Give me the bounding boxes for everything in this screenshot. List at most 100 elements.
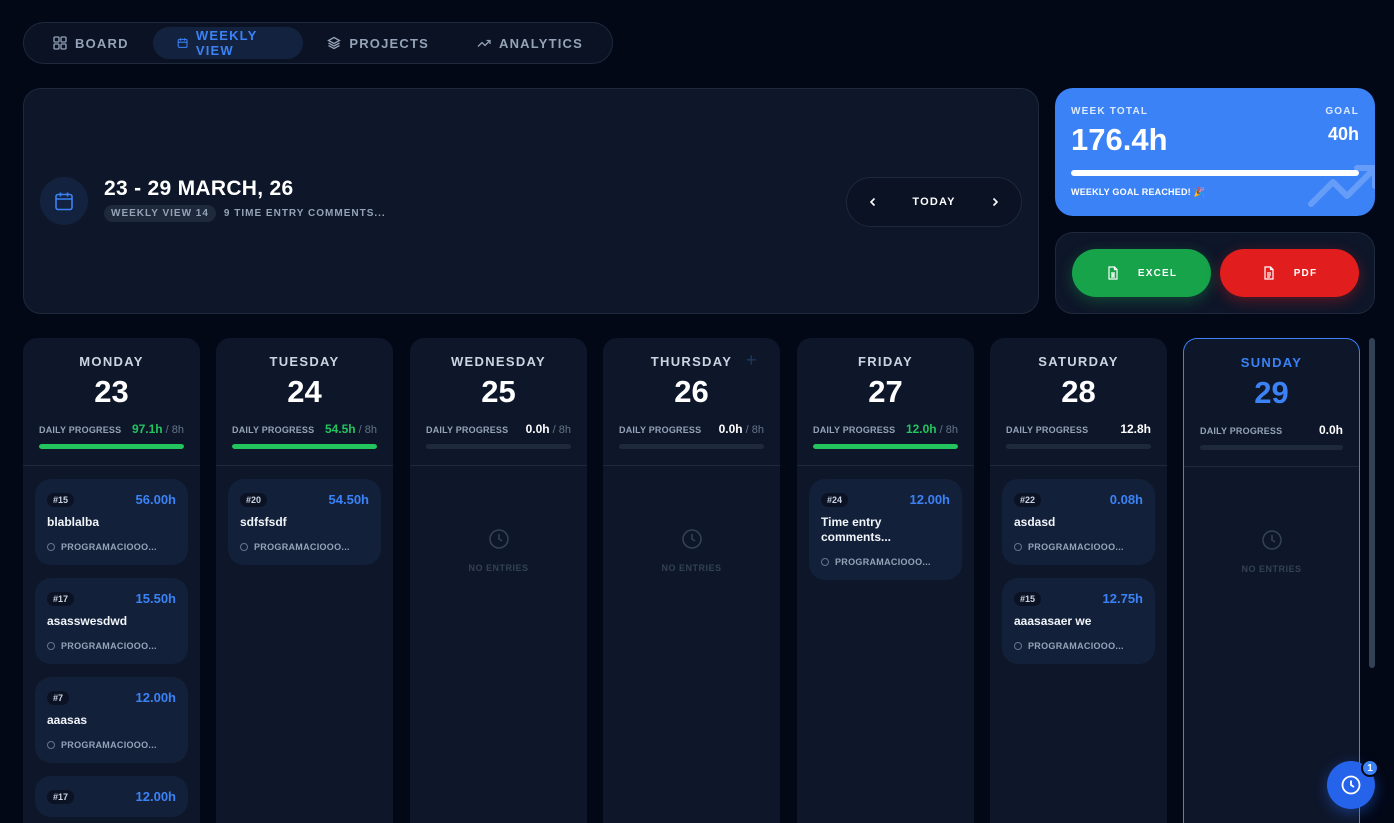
day-name: FRIDAY xyxy=(858,354,913,369)
daily-hours: 0.0h xyxy=(525,422,550,436)
daily-hours: 97.1h xyxy=(131,422,163,436)
export-excel-button[interactable]: EXCEL xyxy=(1072,249,1211,297)
timer-fab-button[interactable]: 1 xyxy=(1327,759,1379,809)
scrollbar[interactable] xyxy=(1369,338,1375,668)
target-icon xyxy=(1014,642,1022,650)
entry-hours: 15.50h xyxy=(135,591,176,606)
entry-project: PROGRAMACIOOO... xyxy=(47,740,176,750)
day-name: SATURDAY xyxy=(1038,354,1119,369)
daily-progress-bar xyxy=(426,444,571,449)
daily-progress-fill xyxy=(813,444,958,449)
spreadsheet-file-icon xyxy=(1108,266,1118,280)
entry-hours: 12.00h xyxy=(135,789,176,804)
nav-projects[interactable]: PROJECTS xyxy=(303,27,453,59)
entry-id: #15 xyxy=(47,492,75,507)
entry-title: blablalba xyxy=(47,515,100,529)
top-nav: BOARD WEEKLY VIEW PROJECTS ANALYTICS xyxy=(23,22,613,64)
entry-id: #17 xyxy=(47,789,75,804)
week-total-label: WEEK TOTAL xyxy=(1071,106,1149,117)
time-entry-card[interactable]: #17 15.50h asasswesdwd PROGRAMACIOOO... xyxy=(35,578,188,664)
entry-list: #24 12.00h Time entry comments... PROGRAMAC… xyxy=(797,466,974,580)
entry-project-name: PROGRAMACIOOO... xyxy=(835,557,931,567)
week-header-card: 23 - 29 MARCH, 26 WEEKLY VIEW 14 9 TIME … xyxy=(23,88,1039,314)
time-entry-card[interactable]: #20 54.50h sdfsfsdf PROGRAMACIOOO... xyxy=(228,479,381,565)
day-header: SUNDAY 29 DAILY PROGRESS 0.0h xyxy=(1184,339,1359,467)
target-icon xyxy=(47,543,55,551)
day-header: FRIDAY 27 DAILY PROGRESS 12.0h/ 8h xyxy=(797,338,974,466)
today-button[interactable]: TODAY xyxy=(912,196,956,208)
daily-goal: / 8h xyxy=(745,424,764,436)
previous-week-button[interactable] xyxy=(865,194,881,210)
day-column-monday: MONDAY 23 DAILY PROGRESS 97.1h/ 8h #15 56.00h… xyxy=(23,338,200,823)
daily-progress-bar xyxy=(1006,444,1151,449)
add-entry-icon[interactable]: + xyxy=(746,350,757,370)
entry-hours: 56.00h xyxy=(135,492,176,507)
day-name: THURSDAY xyxy=(650,354,733,369)
daily-progress-label: DAILY PROGRESS xyxy=(39,425,122,435)
day-number: 29 xyxy=(1254,375,1289,410)
export-pdf-button[interactable]: PDF xyxy=(1220,249,1359,297)
nav-board[interactable]: BOARD xyxy=(29,27,153,59)
empty-state: NO ENTRIES xyxy=(410,528,587,573)
nav-analytics[interactable]: ANALYTICS xyxy=(453,27,607,59)
entry-hours: 12.75h xyxy=(1102,591,1143,606)
week-subtitle-text: 9 TIME ENTRY COMMENTS... xyxy=(223,208,386,219)
daily-progress-bar xyxy=(813,444,958,449)
nav-weekly-view[interactable]: WEEKLY VIEW xyxy=(152,27,304,59)
day-column-tuesday: TUESDAY 24 DAILY PROGRESS 54.5h/ 8h #20 54.50… xyxy=(216,338,393,823)
daily-hours: 12.0h xyxy=(905,422,937,436)
time-entry-card[interactable]: #15 56.00h blablalba PROGRAMACIOOO... xyxy=(35,479,188,565)
time-entry-card[interactable]: #22 0.08h asdasd PROGRAMACIOOO... xyxy=(1002,479,1155,565)
target-icon xyxy=(47,741,55,749)
daily-goal: / 8h xyxy=(552,424,571,436)
daily-progress-label: DAILY PROGRESS xyxy=(813,425,896,435)
entry-list: #20 54.50h sdfsfsdf PROGRAMACIOOO... xyxy=(216,466,393,565)
entry-project-name: PROGRAMACIOOO... xyxy=(61,542,157,552)
time-entry-card[interactable]: #24 12.00h Time entry comments... PROGRAMAC… xyxy=(809,479,962,580)
day-name: MONDAY xyxy=(79,354,144,369)
chevron-right-icon xyxy=(992,197,999,207)
entry-project-name: PROGRAMACIOOO... xyxy=(1028,542,1124,552)
nav-projects-label: PROJECTS xyxy=(349,35,429,51)
week-progress-bar xyxy=(1071,170,1359,176)
daily-progress-label: DAILY PROGRESS xyxy=(426,425,509,435)
time-entry-card[interactable]: #15 12.75h aaasasaer we PROGRAMACIOOO... xyxy=(1002,578,1155,664)
entry-project: PROGRAMACIOOO... xyxy=(240,542,369,552)
entry-project: PROGRAMACIOOO... xyxy=(821,557,950,567)
entry-id: #7 xyxy=(47,690,70,705)
layers-icon xyxy=(327,36,342,50)
entry-project-name: PROGRAMACIOOO... xyxy=(1028,641,1124,651)
nav-weekly-view-label: WEEKLY VIEW xyxy=(195,28,258,58)
export-pdf-label: PDF xyxy=(1293,267,1318,279)
day-header: WEDNESDAY 25 DAILY PROGRESS 0.0h/ 8h xyxy=(410,338,587,466)
entry-project: PROGRAMACIOOO... xyxy=(1014,641,1143,651)
trending-up-icon xyxy=(1308,165,1375,207)
entry-list: #22 0.08h asdasd PROGRAMACIOOO... #15 12.75h a… xyxy=(990,466,1167,664)
calendar-icon xyxy=(55,192,73,211)
empty-state: NO ENTRIES xyxy=(603,528,780,573)
daily-goal: / 8h xyxy=(358,424,377,436)
entry-title: Time entry comments... xyxy=(821,515,892,544)
daily-goal: / 8h xyxy=(939,424,958,436)
daily-hours: 0.0h xyxy=(1318,423,1343,437)
day-number: 25 xyxy=(481,374,516,409)
time-entry-card[interactable]: #17 12.00h xyxy=(35,776,188,817)
week-number-pill: WEEKLY VIEW 14 xyxy=(104,205,216,222)
next-week-button[interactable] xyxy=(987,194,1003,210)
daily-progress-label: DAILY PROGRESS xyxy=(1200,426,1283,436)
day-header: SATURDAY 28 DAILY PROGRESS 12.8h xyxy=(990,338,1167,466)
day-name: TUESDAY xyxy=(269,354,340,369)
entry-title: asasswesdwd xyxy=(47,614,128,628)
daily-hours: 54.5h xyxy=(324,422,356,436)
entry-project: PROGRAMACIOOO... xyxy=(47,542,176,552)
day-number: 28 xyxy=(1061,374,1096,409)
time-entry-card[interactable]: #7 12.00h aaasas PROGRAMACIOOO... xyxy=(35,677,188,763)
day-column-thursday: THURSDAY +26 DAILY PROGRESS 0.0h/ 8h NO ENTR… xyxy=(603,338,780,823)
daily-goal: / 8h xyxy=(165,424,184,436)
document-file-icon xyxy=(1264,266,1274,280)
daily-progress: DAILY PROGRESS 0.0h/ 8h xyxy=(426,422,571,436)
entry-project: PROGRAMACIOOO... xyxy=(47,641,176,651)
target-icon xyxy=(821,558,829,566)
day-number: 23 xyxy=(94,374,129,409)
entry-title: aaasas xyxy=(47,713,88,727)
